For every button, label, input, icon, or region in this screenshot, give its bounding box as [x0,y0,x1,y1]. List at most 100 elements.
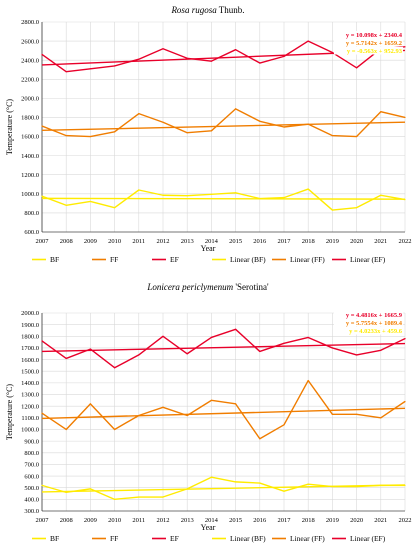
data-point-ef [162,48,164,50]
trend-equation-bg [334,31,403,39]
x-tick-label: 2010 [108,238,121,245]
x-tick-label: 2013 [181,238,194,245]
y-tick-label: 900.0 [24,438,39,445]
y-tick-label: 2600.0 [21,38,39,45]
data-point-ff [210,399,212,401]
y-tick-label: 2000.0 [21,310,39,317]
data-point-bf [307,188,309,190]
data-point-ff [41,412,43,414]
trend-equation-bg [337,327,403,335]
data-point-ef [404,46,406,48]
data-point-ff [259,438,261,440]
data-point-ff [89,135,91,138]
data-point-bf [138,189,140,191]
data-point-ef [210,60,212,62]
series-line-bf [41,476,405,501]
data-point-ef [283,342,285,344]
data-point-bf [259,482,261,484]
chart-title: Rosa rugosa Thunb. [170,5,244,15]
y-tick-label: 1800.0 [21,333,39,340]
legend-label: Linear (FF) [290,255,325,264]
y-tick-label: 300.0 [24,508,39,515]
data-point-bf [65,204,67,206]
chart-title-suffix: 'Serotina' [233,282,269,292]
data-point-bf [404,484,406,486]
x-tick-label: 2021 [374,238,387,245]
chart-rosa-rugosa: Rosa rugosa Thunb. 600.0 800.0 1000.0 1200.0… [5,5,412,264]
x-tick-label: 2015 [229,517,242,524]
data-point-bf [380,484,382,486]
data-point-bf [331,209,333,211]
y-tick-label: 1000.0 [21,427,39,434]
legend-label: EF [170,534,179,543]
x-tick-label: 2011 [132,517,145,524]
x-tick-label: 2019 [326,238,339,245]
data-point-bf [89,200,91,203]
x-tick-label: 2008 [60,238,73,245]
data-point-ff [114,428,116,431]
data-point-ff [186,132,188,134]
data-point-ef [162,335,164,337]
y-tick-label: 1100.0 [21,415,39,422]
trend-equation: y = 10.098x + 2340.4 [346,32,403,39]
y-tick-label: 700.0 [24,462,39,469]
x-tick-label: 2022 [399,517,412,524]
data-point-ef [65,357,67,360]
x-tick-label: 2007 [36,238,50,245]
data-point-bf [41,484,43,486]
series-line-ef [41,328,406,369]
x-tick-label: 2010 [108,517,121,524]
chart-title-suffix: Thunb. [217,5,245,15]
data-point-bf [186,488,188,490]
y-tick-label: 1300.0 [21,392,39,399]
data-point-ff [380,111,382,113]
data-point-bf [65,491,67,493]
y-tick-label: 400.0 [24,497,39,504]
x-tick-label: 2017 [278,238,292,245]
legend-label: Linear (FF) [290,534,325,543]
data-point-bf [259,197,261,200]
data-point-bf [380,194,382,196]
y-tick-label: 1400.0 [21,380,39,387]
y-tick-label: 800.0 [24,210,39,217]
trend-equation: y = 5.7554x + 1089.4 [346,320,403,327]
data-point-ef [356,67,358,69]
series-line-bf [41,188,406,211]
y-tick-label: 1500.0 [21,368,39,375]
data-point-ef [307,336,309,339]
chart-title-species: Rosa rugosa [170,5,217,15]
legend-label: Linear (EF) [350,255,386,264]
data-point-ef [404,338,406,340]
data-point-bf [356,485,358,488]
data-point-ff [89,403,91,405]
data-point-ef [89,348,91,350]
x-tick-label: 2012 [157,517,170,524]
data-point-ff [356,135,358,138]
data-point-bf [404,198,406,201]
trend-equation-bg [334,47,403,55]
x-tick-label: 2009 [84,517,97,524]
x-tick-label: 2014 [205,517,219,524]
data-point-ff [307,123,309,125]
data-point-ef [65,71,67,73]
data-point-ff [235,403,237,405]
y-tick-label: 1600.0 [21,134,39,141]
x-tick-label: 2016 [253,517,267,524]
y-tick-label: 2200.0 [21,76,39,83]
data-point-bf [356,207,358,209]
data-point-ff [138,414,140,417]
x-tick-label: 2017 [278,517,292,524]
data-point-ef [380,349,382,351]
data-point-ef [210,336,212,339]
data-point-ff [162,406,164,408]
x-tick-label: 2009 [84,238,97,245]
data-point-ef [41,53,43,56]
chart-title-species: Lonicera periclymenum [146,282,233,292]
data-point-ff [65,134,67,137]
y-axis-title: Temperature (°C) [5,99,14,156]
data-point-ff [162,121,164,123]
data-point-ff [210,130,212,132]
trendline-ff [41,121,406,132]
data-point-bf [283,197,285,199]
